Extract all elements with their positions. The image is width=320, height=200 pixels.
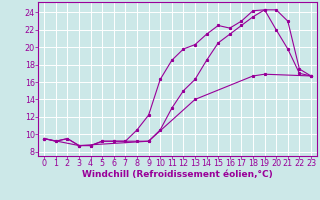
- X-axis label: Windchill (Refroidissement éolien,°C): Windchill (Refroidissement éolien,°C): [82, 170, 273, 179]
